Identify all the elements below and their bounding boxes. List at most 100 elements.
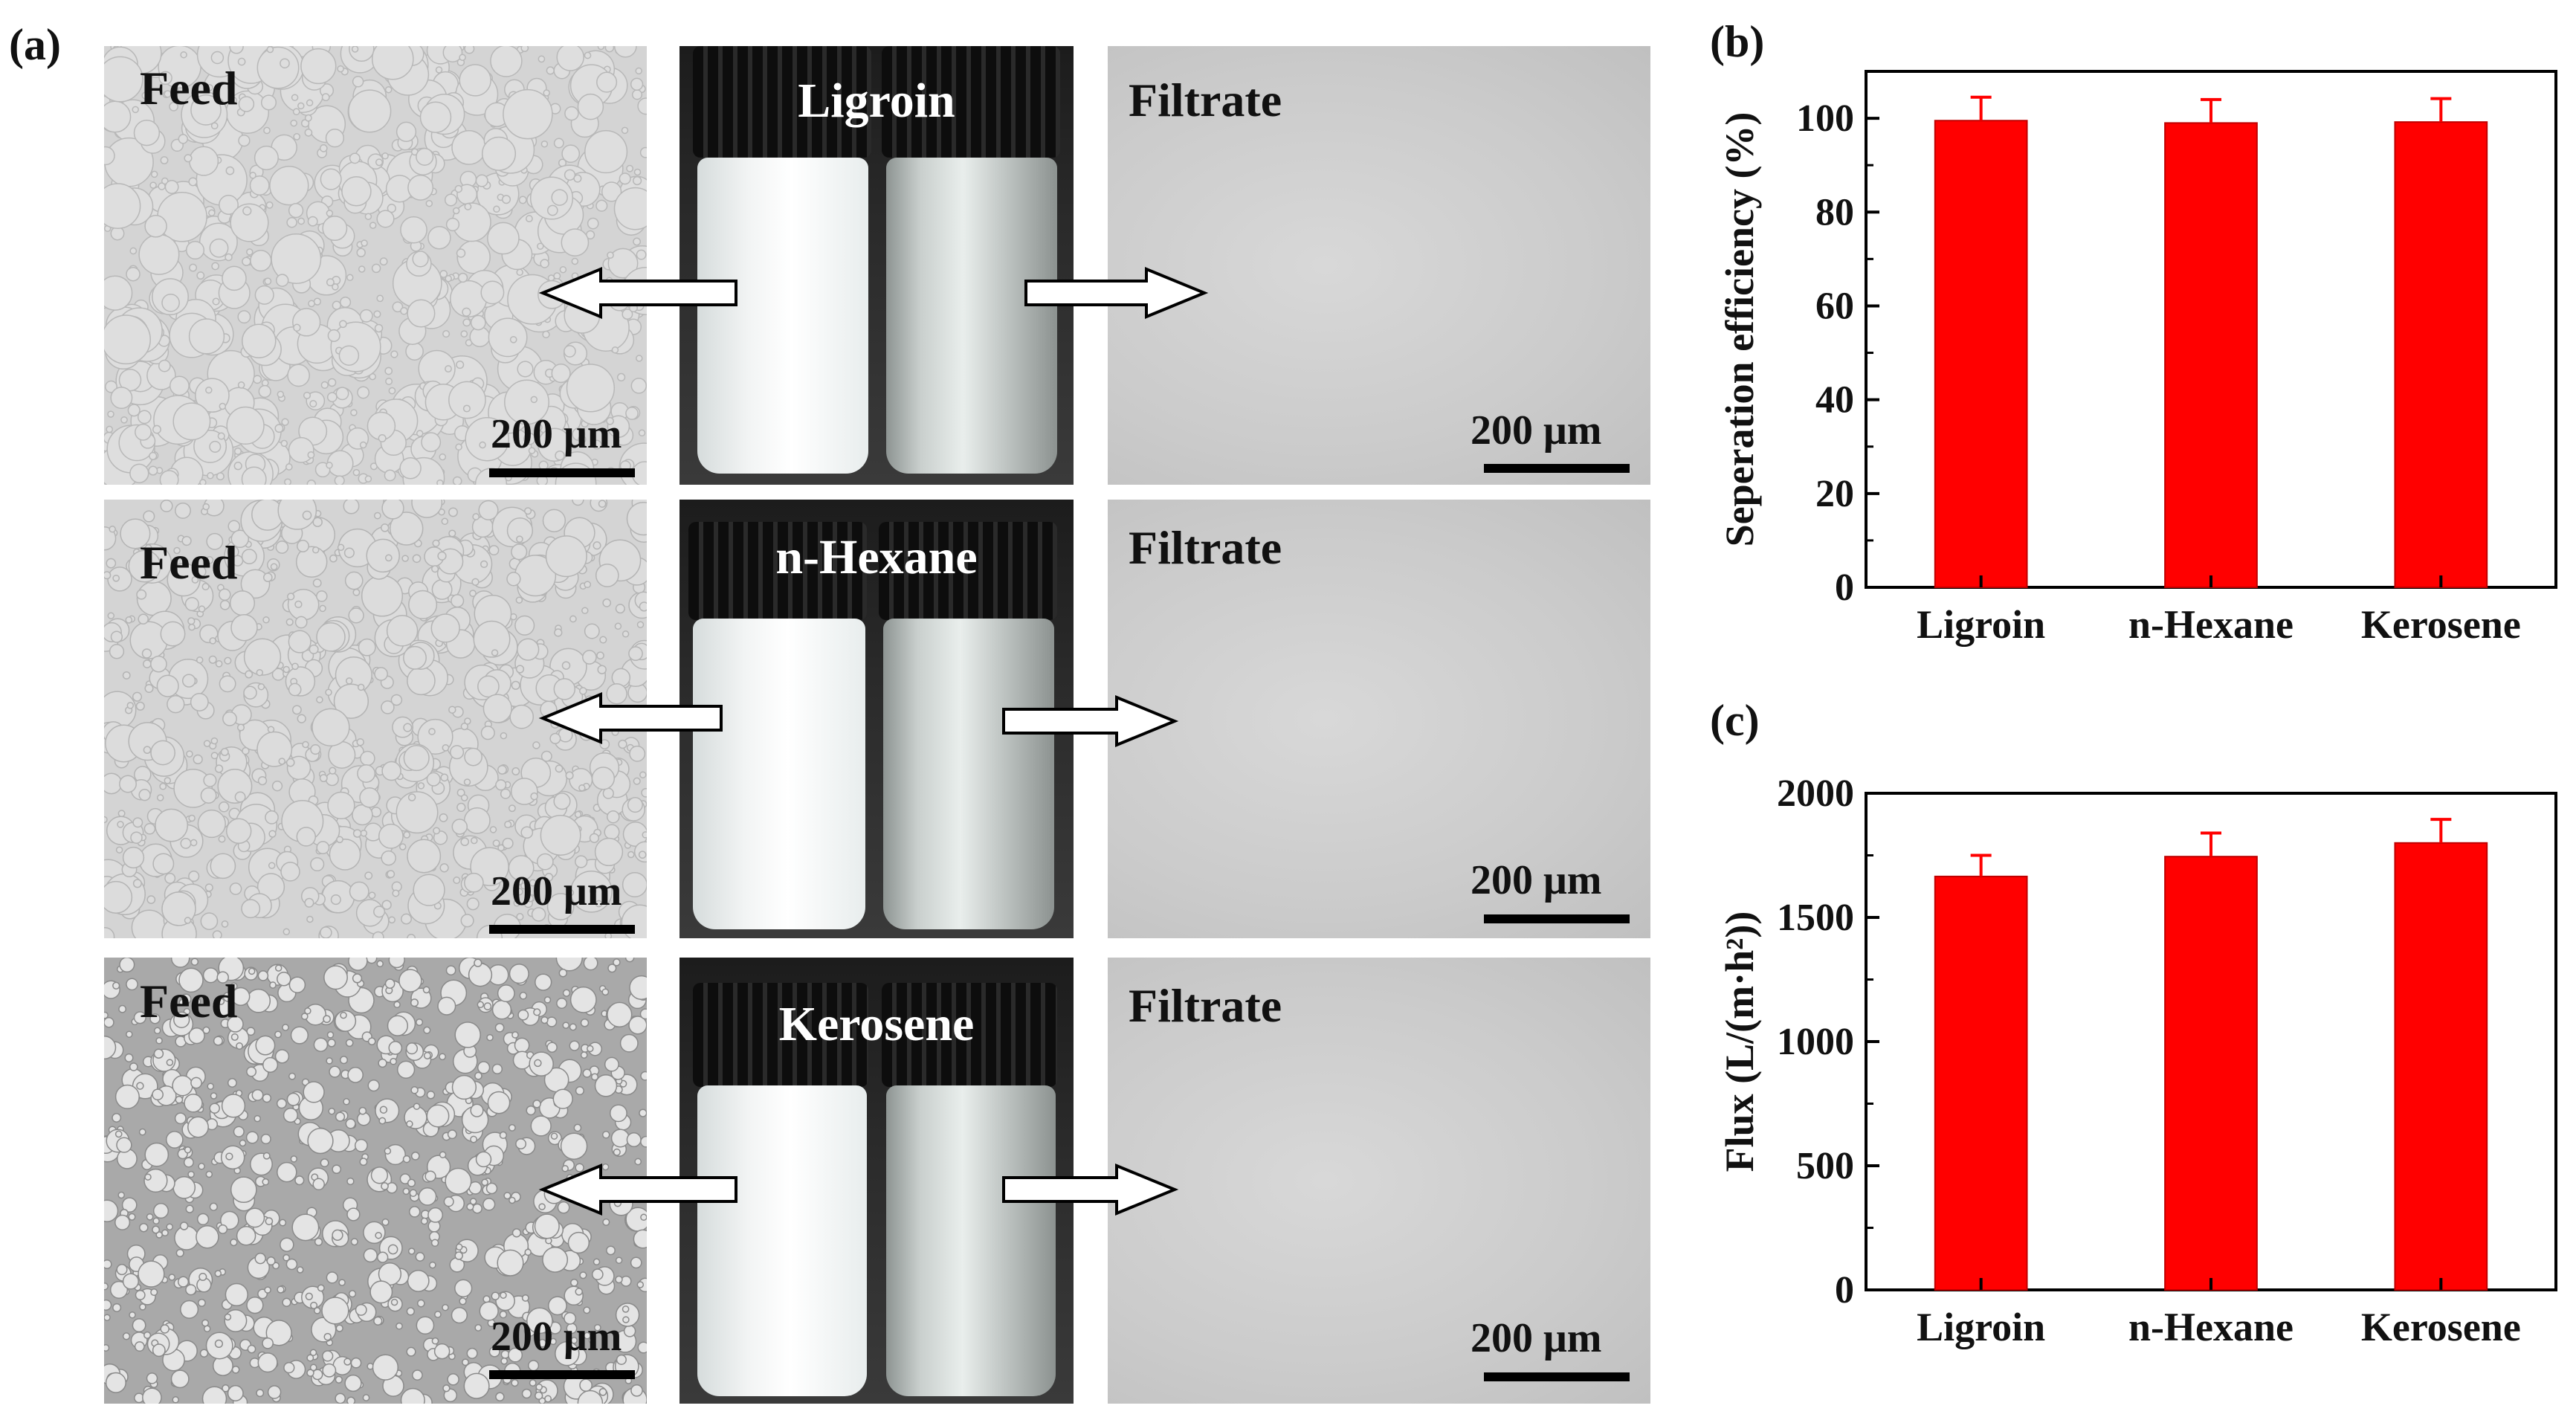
feed-micrograph-n-hexane: Feed 200 μm [104,500,647,938]
droplet [291,705,302,715]
droplet [327,378,337,387]
droplet [165,1131,184,1149]
droplet [374,667,388,681]
droplet [138,789,151,801]
droplet [276,1098,287,1109]
droplet [352,76,364,88]
droplet [445,365,452,373]
droplet [258,384,271,398]
droplet [109,1280,129,1299]
droplet [616,372,626,382]
droplet [639,1108,647,1117]
droplet [437,551,447,561]
droplet [374,323,384,333]
droplet [194,566,207,578]
droplet [497,764,507,775]
vial-photo-n-hexane: n-Hexane [679,500,1074,938]
droplet [447,1373,459,1386]
droplet [549,1337,557,1346]
droplet [555,958,583,972]
filtrate-vial [883,619,1054,929]
droplet [575,855,588,868]
droplet [599,636,607,644]
droplet [309,644,319,654]
droplet [439,813,448,822]
droplet [349,152,361,164]
droplet [542,509,566,532]
droplet [217,432,225,440]
droplet [532,741,540,749]
droplet [523,433,536,445]
droplet [286,216,297,228]
droplet [587,217,599,230]
droplet [212,297,220,306]
droplet [109,644,125,659]
droplet [233,447,242,456]
droplet [191,575,199,584]
droplet [515,596,523,604]
droplet [316,590,328,602]
droplet [470,314,486,331]
droplet [304,114,312,122]
droplet [167,695,185,714]
droplet [406,1307,415,1316]
droplet [464,872,484,893]
droplet [472,513,480,520]
droplet [456,802,466,813]
droplet [407,839,442,874]
droplet [175,1248,184,1257]
droplet [406,1346,416,1357]
droplet [385,378,393,385]
droplet [530,1115,552,1137]
droplet [403,745,430,772]
droplet [606,416,614,425]
droplet [330,894,341,906]
droplet [384,469,396,482]
droplet [197,809,226,839]
droplet [615,604,625,614]
droplet [219,402,227,410]
droplet [230,1238,238,1247]
droplet [320,926,332,938]
droplet [456,248,466,258]
droplet [442,46,463,62]
droplet [518,196,527,204]
droplet [526,1105,536,1116]
droplet [199,1349,209,1358]
droplet [196,271,205,280]
droplet [401,555,409,562]
droplet [152,425,161,434]
droplet [422,986,430,994]
droplet [256,873,285,901]
droplet [335,1375,343,1384]
droplet [411,500,443,518]
droplet [260,94,277,111]
droplet [469,1198,477,1205]
droplet [392,716,414,738]
droplet [636,1281,645,1288]
droplet [267,726,275,733]
droplet [265,201,274,209]
droplet [607,1001,633,1027]
droplet [636,621,645,628]
droplet [219,195,239,215]
vial-cap-feed [688,522,867,620]
droplet [307,451,315,459]
droplet [167,563,201,597]
droplet [413,874,445,906]
droplet [569,1023,577,1031]
droplet [445,274,452,283]
droplet [602,1218,610,1226]
droplet [584,623,600,639]
droplet [225,253,233,262]
droplet [242,323,277,358]
droplet [280,862,300,882]
droplet [104,1299,112,1311]
scale-bar-label: 200 μm [491,411,622,457]
droplet [440,773,449,782]
droplet [209,440,222,453]
droplet [129,463,149,483]
droplet [292,108,300,116]
droplet [442,330,451,338]
